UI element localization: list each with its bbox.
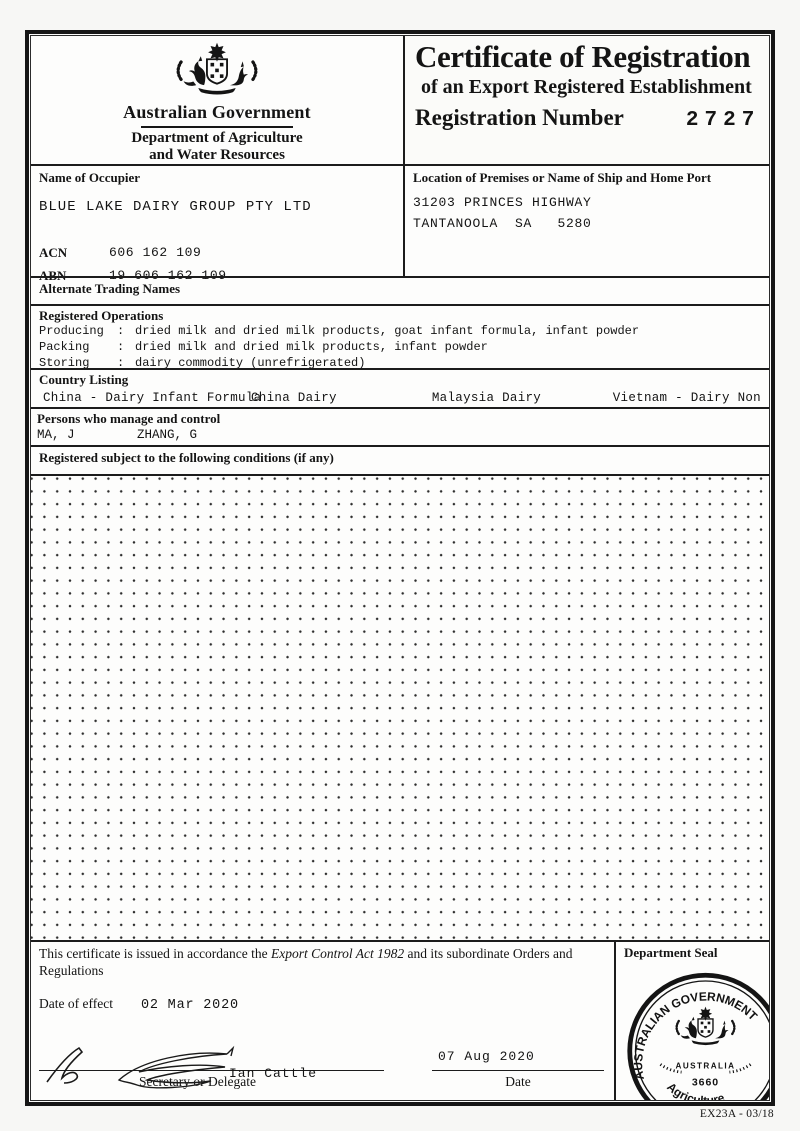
crest-divider bbox=[141, 125, 293, 128]
footer: This certificate is issued in accordance… bbox=[31, 940, 769, 1100]
issuance-post: and its subordinate Orders and Regulatio… bbox=[39, 946, 573, 978]
operation-name: Producing bbox=[39, 324, 104, 339]
department-name-line2: and Water Resources bbox=[149, 146, 285, 163]
date-of-effect-label: Date of effect bbox=[39, 995, 113, 1011]
location-cell: Location of Premises or Name of Ship and… bbox=[403, 166, 769, 276]
department-name-line1: Department of Agriculture bbox=[131, 129, 303, 146]
date-of-effect-value: 02 Mar 2020 bbox=[140, 997, 239, 1013]
footer-left-cell: This certificate is issued in accordance… bbox=[31, 942, 614, 1100]
signatory-caption: Secretary or Delegate bbox=[139, 1074, 256, 1089]
person-item: MA, J bbox=[37, 428, 75, 443]
country-listing-section: Country Listing China - Dairy Infant For… bbox=[31, 368, 769, 407]
operation-name: Storing bbox=[39, 356, 90, 371]
signature-line bbox=[39, 1070, 384, 1071]
department-seal-label: Department Seal bbox=[624, 945, 718, 960]
certificate-inner-border: Australian Government Department of Agri… bbox=[30, 35, 770, 1101]
conditions-dotted-area bbox=[31, 474, 769, 940]
signatory-name: Ian Cattle bbox=[229, 1066, 318, 1081]
abn-value: 19 606 162 109 bbox=[109, 268, 227, 284]
registered-operations-section: Registered Operations Producing: dried mi… bbox=[31, 304, 769, 371]
country-listing-label: Country Listing bbox=[39, 372, 129, 387]
country-item: China Dairy bbox=[251, 391, 337, 406]
location-line2: TANTANOOLA SA 5280 bbox=[413, 216, 592, 232]
form-code: EX23A - 03/18 bbox=[699, 1108, 774, 1120]
department-seal-icon: AUSTRALIAN GOVERNMENT AUSTRALIA 3660 Agr… bbox=[627, 973, 769, 1100]
location-label: Location of Premises or Name of Ship and… bbox=[413, 170, 712, 185]
country-item: China - Dairy Infant Formula bbox=[43, 391, 262, 406]
alternate-trading-label: Alternate Trading Names bbox=[39, 281, 181, 296]
sign-date-block: 07 Aug 2020 Date bbox=[432, 1049, 604, 1090]
alternate-trading-section: Alternate Trading Names bbox=[31, 276, 769, 304]
government-name: Australian Government bbox=[123, 101, 311, 122]
registration-number-label: Registration Number bbox=[415, 104, 624, 130]
operation-row: Packing: dried milk and dried milk produc… bbox=[39, 340, 761, 355]
signature-icon bbox=[46, 1045, 235, 1089]
occupier-name: BLUE LAKE DAIRY GROUP PTY LTD bbox=[39, 199, 312, 216]
colon: : bbox=[117, 356, 125, 371]
persons-label: Persons who manage and control bbox=[37, 411, 221, 426]
operation-value: dried milk and dried milk products, goat… bbox=[135, 324, 640, 339]
seal-country-text: AUSTRALIA bbox=[676, 1062, 736, 1071]
registered-operations-label: Registered Operations bbox=[39, 308, 164, 323]
header-crest-block: Australian Government Department of Agri… bbox=[31, 36, 403, 164]
seal-coat-of-arms-icon bbox=[675, 1006, 736, 1047]
conditions-label: Registered subject to the following cond… bbox=[39, 450, 334, 465]
operation-row: Producing: dried milk and dried milk prod… bbox=[39, 324, 761, 339]
sign-date-caption: Date bbox=[505, 1074, 531, 1089]
certificate-subtitle: of an Export Registered Establishment bbox=[421, 75, 752, 98]
abn-label: ABN bbox=[39, 268, 67, 284]
seal-number: 3660 bbox=[692, 1077, 719, 1089]
acn-label: ACN bbox=[39, 245, 68, 261]
occupier-location-section: Name of Occupier BLUE LAKE DAIRY GROUP P… bbox=[31, 164, 769, 283]
location-line1: 31203 PRINCES HIGHWAY bbox=[413, 195, 592, 211]
coat-of-arms-icon bbox=[158, 42, 276, 100]
colon: : bbox=[117, 340, 125, 355]
occupier-label: Name of Occupier bbox=[39, 170, 141, 185]
department-seal-cell: Department Seal AUSTRALIAN GOVERNMENT AU… bbox=[614, 942, 769, 1100]
operation-row: Storing: dairy commodity (unrefrigerated) bbox=[39, 356, 761, 371]
title-block: Certificate of Registration of an Export… bbox=[403, 36, 769, 164]
conditions-section: Registered subject to the following cond… bbox=[31, 445, 769, 474]
sign-date-line bbox=[432, 1070, 604, 1071]
country-item: Vietnam - Dairy Non bbox=[612, 391, 761, 406]
acn-value: 606 162 109 bbox=[109, 245, 202, 261]
occupier-cell: Name of Occupier BLUE LAKE DAIRY GROUP P… bbox=[31, 166, 403, 283]
operation-value: dairy commodity (unrefrigerated) bbox=[135, 356, 366, 371]
registration-number-value: 2727 bbox=[685, 108, 761, 132]
signature-block: Ian Cattle Secretary or Delegate bbox=[39, 1045, 384, 1090]
sign-date-value: 07 Aug 2020 bbox=[438, 1049, 535, 1064]
header: Australian Government Department of Agri… bbox=[31, 36, 769, 164]
colon: : bbox=[117, 324, 125, 339]
issuance-pre: This certificate is issued in accordance… bbox=[39, 946, 272, 961]
issuance-statement: This certificate is issued in accordance… bbox=[39, 946, 579, 980]
certificate-title: Certificate of Registration bbox=[415, 39, 751, 74]
certificate-page: Australian Government Department of Agri… bbox=[25, 30, 775, 1106]
operation-name: Packing bbox=[39, 340, 90, 355]
persons-section: Persons who manage and control MA, J ZHA… bbox=[31, 407, 769, 445]
issuance-act-title: Export Control Act 1982 bbox=[271, 946, 405, 961]
operation-value: dried milk and dried milk products, infa… bbox=[135, 340, 488, 355]
person-item: ZHANG, G bbox=[137, 428, 198, 443]
country-item: Malaysia Dairy bbox=[431, 391, 542, 406]
